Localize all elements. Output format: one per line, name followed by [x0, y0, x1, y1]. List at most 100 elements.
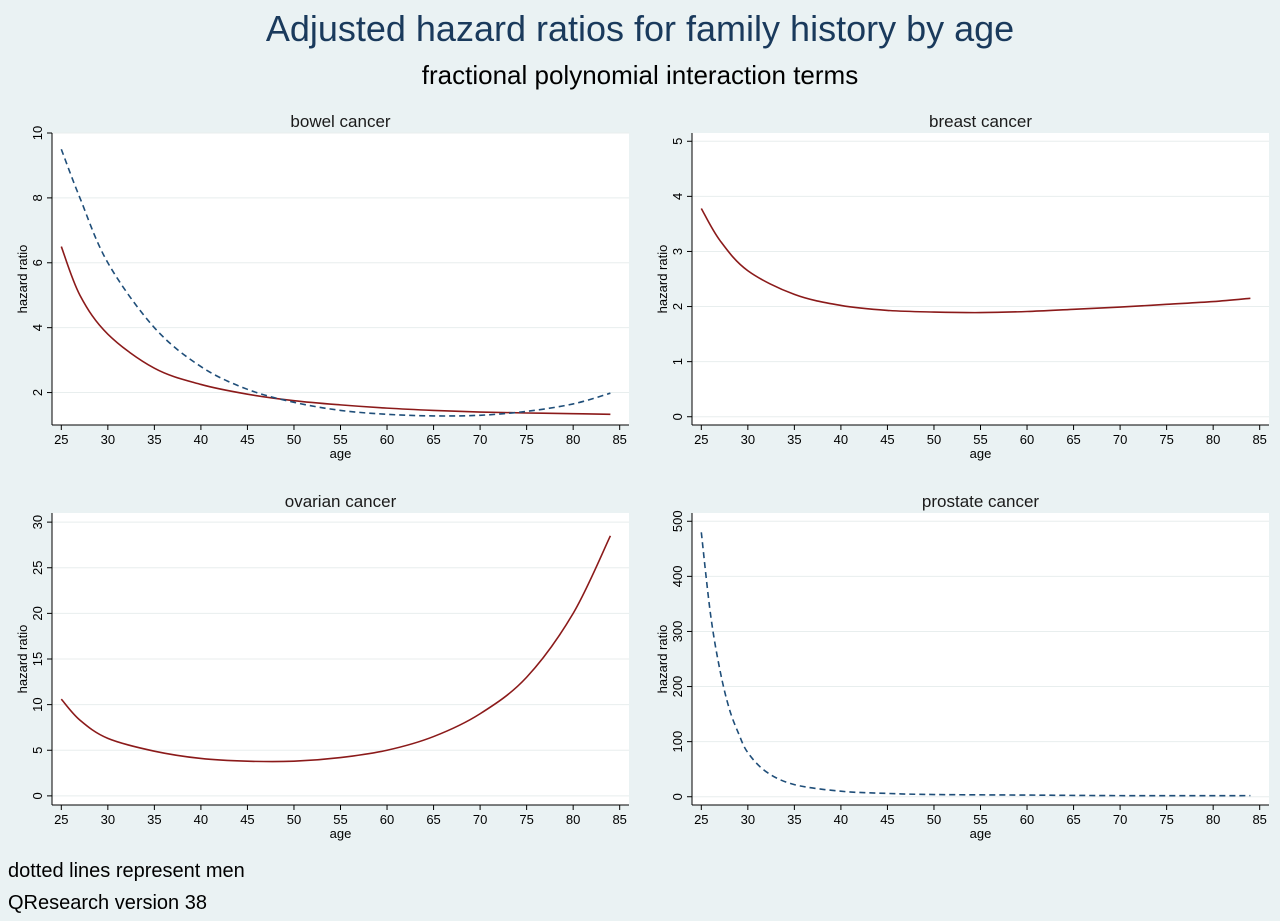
- y-tick-label: 30: [30, 515, 45, 529]
- x-tick-label: 25: [54, 812, 68, 827]
- x-tick-label: 85: [612, 432, 626, 447]
- y-tick-label: 5: [30, 747, 45, 754]
- y-tick-label: 10: [30, 126, 45, 140]
- x-tick-label: 35: [787, 812, 801, 827]
- x-tick-label: 75: [519, 432, 533, 447]
- x-tick-label: 30: [741, 432, 755, 447]
- x-tick-label: 85: [1252, 812, 1266, 827]
- y-tick-label: 20: [30, 606, 45, 620]
- x-tick-label: 40: [834, 432, 848, 447]
- plot-area: [692, 133, 1269, 425]
- series-line-women: [60, 535, 612, 763]
- y-tick-label: 4: [670, 193, 685, 200]
- panel-title: bowel cancer: [290, 112, 391, 131]
- series-line-women: [700, 208, 1251, 314]
- x-tick-label: 50: [927, 432, 941, 447]
- y-axis-label: hazard ratio: [655, 625, 670, 694]
- y-tick-label: 300: [670, 621, 685, 643]
- y-tick-label: 2: [670, 303, 685, 310]
- panel-title: breast cancer: [929, 112, 1032, 131]
- x-tick-label: 50: [927, 812, 941, 827]
- x-tick-label: 85: [612, 812, 626, 827]
- x-tick-label: 25: [54, 432, 68, 447]
- x-tick-label: 55: [973, 812, 987, 827]
- y-tick-label: 6: [30, 259, 45, 266]
- plot-area: [692, 513, 1269, 805]
- x-tick-label: 40: [834, 812, 848, 827]
- x-tick-label: 70: [1113, 812, 1127, 827]
- y-axis-label: hazard ratio: [15, 245, 30, 314]
- y-tick-label: 2: [30, 389, 45, 396]
- x-tick-label: 55: [973, 432, 987, 447]
- x-tick-label: 30: [741, 812, 755, 827]
- x-tick-label: 45: [880, 812, 894, 827]
- y-tick-label: 4: [30, 324, 45, 331]
- x-tick-label: 75: [1159, 812, 1173, 827]
- y-axis-label: hazard ratio: [655, 245, 670, 314]
- y-tick-label: 1: [670, 358, 685, 365]
- y-tick-label: 15: [30, 652, 45, 666]
- x-tick-label: 30: [101, 812, 115, 827]
- y-tick-label: 3: [670, 248, 685, 255]
- x-tick-label: 50: [287, 432, 301, 447]
- x-tick-label: 35: [787, 432, 801, 447]
- chart-panel-ovarian: ovarian cancer 0 5 10 15 20 25 30 25 30 35 40 45 50 55…: [15, 492, 629, 841]
- series-line-women: [60, 246, 611, 416]
- footnote-source: QResearch version 38: [8, 892, 207, 914]
- x-tick-label: 65: [426, 432, 440, 447]
- chart-panel-bowel: bowel cancer 2 4 6 8 10 25 30 35 40 45 50 55 60 65 70 75…: [15, 112, 629, 461]
- x-tick-label: 70: [473, 432, 487, 447]
- x-tick-label: 80: [566, 812, 580, 827]
- x-tick-label: 75: [519, 812, 533, 827]
- x-axis-label: age: [970, 826, 992, 841]
- y-tick-label: 200: [670, 676, 685, 698]
- x-tick-label: 60: [380, 432, 394, 447]
- y-tick-label: 0: [670, 793, 685, 800]
- x-axis-label: age: [330, 446, 352, 461]
- x-tick-label: 40: [194, 812, 208, 827]
- x-tick-label: 80: [566, 432, 580, 447]
- y-axis-label: hazard ratio: [15, 625, 30, 694]
- x-tick-label: 70: [1113, 432, 1127, 447]
- page-subtitle: fractional polynomial interaction terms: [421, 60, 859, 90]
- x-tick-label: 65: [1066, 432, 1080, 447]
- x-tick-label: 25: [694, 432, 708, 447]
- panel-title: ovarian cancer: [285, 492, 397, 511]
- y-tick-label: 0: [670, 413, 685, 420]
- x-axis-label: age: [330, 826, 352, 841]
- y-tick-label: 0: [30, 792, 45, 799]
- series-line-men: [700, 532, 1251, 797]
- x-tick-label: 45: [880, 432, 894, 447]
- series-line-men: [60, 148, 611, 417]
- x-tick-label: 70: [473, 812, 487, 827]
- x-tick-label: 75: [1159, 432, 1173, 447]
- x-tick-label: 40: [194, 432, 208, 447]
- x-tick-label: 60: [380, 812, 394, 827]
- x-tick-label: 80: [1206, 432, 1220, 447]
- y-tick-label: 100: [670, 731, 685, 753]
- y-tick-label: 400: [670, 566, 685, 588]
- y-tick-label: 10: [30, 697, 45, 711]
- x-tick-label: 30: [101, 432, 115, 447]
- chart-panel-prostate: prostate cancer 0 100 200 300 400 500 25 30 35 40 4…: [655, 492, 1269, 841]
- x-tick-label: 45: [240, 432, 254, 447]
- x-tick-label: 65: [426, 812, 440, 827]
- plot-area: [52, 133, 629, 425]
- x-tick-label: 65: [1066, 812, 1080, 827]
- y-tick-label: 5: [670, 138, 685, 145]
- y-tick-label: 25: [30, 561, 45, 575]
- y-tick-label: 8: [30, 194, 45, 201]
- x-tick-label: 55: [333, 432, 347, 447]
- page-title: Adjusted hazard ratios for family histor…: [265, 8, 1015, 49]
- x-tick-label: 60: [1020, 432, 1034, 447]
- x-tick-label: 50: [287, 812, 301, 827]
- x-tick-label: 55: [333, 812, 347, 827]
- y-tick-label: 500: [670, 510, 685, 532]
- x-tick-label: 60: [1020, 812, 1034, 827]
- x-tick-label: 35: [147, 812, 161, 827]
- x-tick-label: 45: [240, 812, 254, 827]
- x-tick-label: 35: [147, 432, 161, 447]
- x-tick-label: 25: [694, 812, 708, 827]
- x-tick-label: 85: [1252, 432, 1266, 447]
